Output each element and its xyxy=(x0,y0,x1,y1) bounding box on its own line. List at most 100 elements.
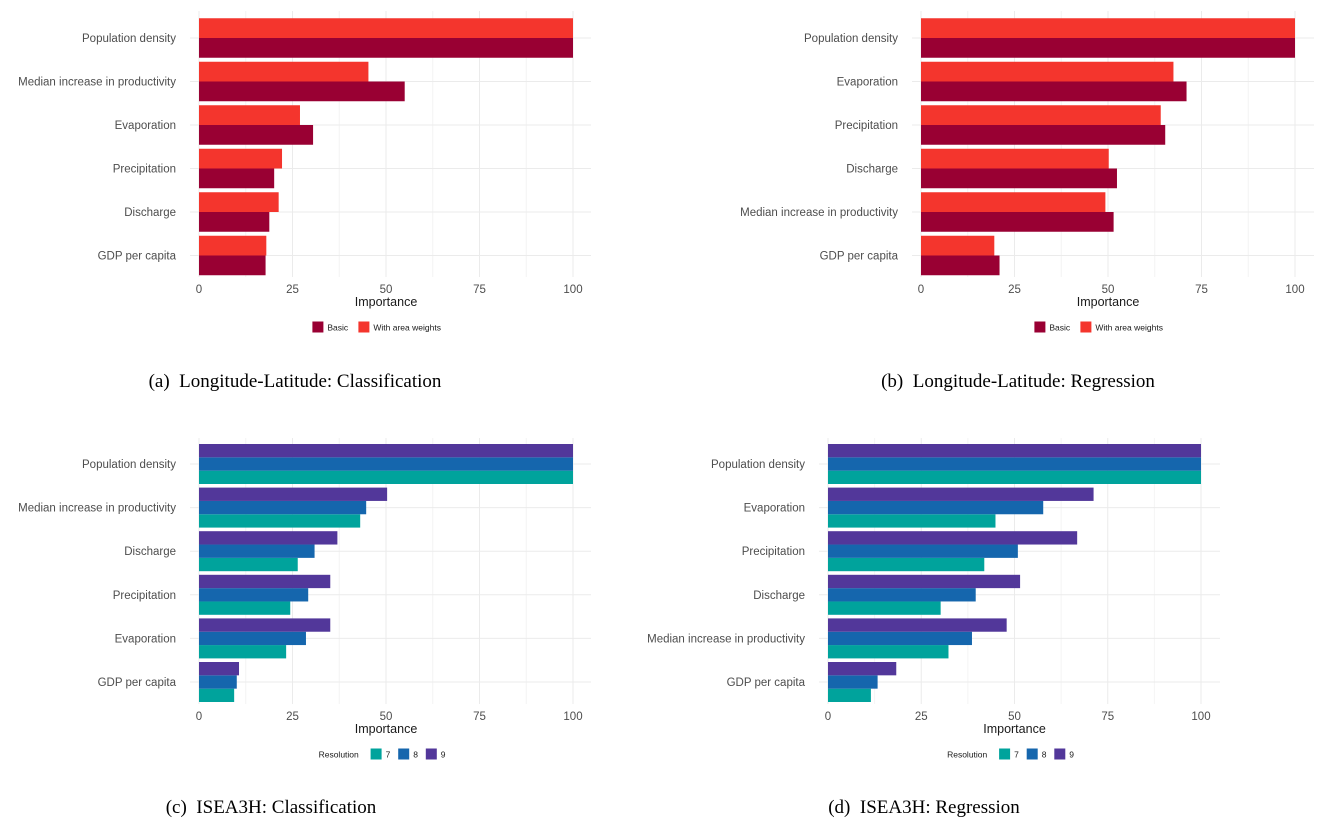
x-tick-label: 75 xyxy=(473,711,486,723)
legend-swatch-8 xyxy=(398,748,410,760)
legend-swatch-with-area-weights xyxy=(358,321,370,333)
panel-caption: (a) Longitude-Latitude: Classification xyxy=(149,371,442,392)
bar-median-increase-in-productivity-basic xyxy=(199,81,405,102)
category-label: Discharge xyxy=(753,590,805,602)
x-tick-label: 25 xyxy=(1008,284,1021,296)
category-label: GDP per capita xyxy=(98,677,177,689)
category-label: Evaporation xyxy=(115,120,176,132)
bar-gdp-per-capita-7 xyxy=(199,688,235,702)
x-axis-title: Importance xyxy=(355,722,418,736)
x-tick-label: 75 xyxy=(1195,284,1208,296)
x-tick-label: 0 xyxy=(196,284,202,296)
bar-median-increase-in-productivity-8 xyxy=(828,631,972,646)
legend-swatch-7 xyxy=(370,748,382,760)
legend-title: Resolution xyxy=(947,750,987,760)
bar-population-density-8 xyxy=(199,457,573,471)
panel-a-longlat-classification: Population density Median increase in pro… xyxy=(18,11,591,392)
bar-evaporation-9 xyxy=(828,487,1094,501)
category-label: Precipitation xyxy=(835,120,898,132)
bar-gdp-per-capita-with-area-weights xyxy=(199,235,267,256)
bar-evaporation-with-area-weights xyxy=(921,61,1174,82)
bar-evaporation-7 xyxy=(828,514,996,528)
bar-median-increase-in-productivity-9 xyxy=(828,618,1007,632)
legend: Resolution 7 8 9 xyxy=(947,748,1074,760)
panel-caption: (d) ISEA3H: Regression xyxy=(828,797,1020,818)
bar-gdp-per-capita-8 xyxy=(199,675,237,689)
legend-title: Resolution xyxy=(319,750,359,760)
legend: Resolution 7 8 9 xyxy=(319,748,446,760)
category-label: Discharge xyxy=(846,164,898,176)
bar-median-increase-in-productivity-with-area-weights xyxy=(199,61,369,82)
legend-label-7: 7 xyxy=(386,750,391,760)
legend-label-9: 9 xyxy=(1069,750,1074,760)
category-label: GDP per capita xyxy=(98,251,177,263)
bar-evaporation-9 xyxy=(199,618,331,632)
bar-median-increase-in-productivity-8 xyxy=(199,500,367,515)
bar-precipitation-8 xyxy=(199,588,309,602)
category-label: Discharge xyxy=(124,546,176,558)
category-label: Precipitation xyxy=(742,546,805,558)
category-label: Median increase in productivity xyxy=(647,633,805,645)
x-axis-title: Importance xyxy=(1077,295,1140,309)
x-tick-label: 50 xyxy=(380,284,393,296)
legend-label-8: 8 xyxy=(1042,750,1047,760)
category-label: GDP per capita xyxy=(820,251,899,263)
bar-precipitation-basic xyxy=(199,168,275,189)
bar-population-density-9 xyxy=(199,444,573,458)
category-label: GDP per capita xyxy=(727,677,806,689)
bar-discharge-8 xyxy=(828,588,976,602)
legend-label-basic: Basic xyxy=(327,323,349,333)
bar-gdp-per-capita-with-area-weights xyxy=(921,235,995,256)
bar-gdp-per-capita-9 xyxy=(828,662,897,676)
bar-gdp-per-capita-basic xyxy=(921,255,1000,276)
bar-discharge-7 xyxy=(828,601,941,615)
bar-population-density-7 xyxy=(199,470,573,484)
category-label: Precipitation xyxy=(113,590,176,602)
x-tick-label: 75 xyxy=(1101,711,1114,723)
bar-population-density-7 xyxy=(828,470,1201,484)
x-tick-label: 25 xyxy=(286,284,299,296)
x-axis-title: Importance xyxy=(355,295,418,309)
bar-precipitation-basic xyxy=(921,125,1166,145)
x-tick-label: 25 xyxy=(915,711,928,723)
bar-evaporation-basic xyxy=(921,81,1187,102)
bar-evaporation-7 xyxy=(199,645,287,659)
bar-discharge-basic xyxy=(921,168,1117,189)
x-tick-label: 100 xyxy=(1191,711,1210,723)
category-label: Median increase in productivity xyxy=(18,503,176,515)
x-tick-label: 0 xyxy=(918,284,924,296)
legend-swatch-7 xyxy=(999,748,1011,760)
legend-swatch-with-area-weights xyxy=(1080,321,1092,333)
bar-precipitation-8 xyxy=(828,544,1018,558)
legend-swatch-basic xyxy=(312,321,324,333)
category-label: Population density xyxy=(82,33,176,45)
category-label: Population density xyxy=(711,459,805,471)
bar-precipitation-9 xyxy=(828,531,1078,545)
category-label: Evaporation xyxy=(837,77,898,89)
bar-precipitation-with-area-weights xyxy=(199,148,283,169)
legend-label-8: 8 xyxy=(413,750,418,760)
bar-discharge-basic xyxy=(199,212,270,232)
bar-median-increase-in-productivity-7 xyxy=(828,645,949,659)
bar-discharge-9 xyxy=(199,531,338,545)
bar-discharge-with-area-weights xyxy=(199,192,279,212)
x-tick-label: 0 xyxy=(825,711,831,723)
bar-gdp-per-capita-7 xyxy=(828,688,871,702)
bar-precipitation-7 xyxy=(828,557,985,572)
bar-population-density-9 xyxy=(828,444,1201,458)
legend-label-9: 9 xyxy=(441,750,446,760)
bar-population-density-with-area-weights xyxy=(199,18,573,38)
legend: Basic With area weights xyxy=(1034,321,1163,333)
bar-evaporation-8 xyxy=(199,631,306,646)
x-tick-label: 75 xyxy=(473,284,486,296)
category-label: Precipitation xyxy=(113,164,176,176)
category-label: Evaporation xyxy=(744,503,805,515)
bar-discharge-7 xyxy=(199,557,298,572)
bar-discharge-8 xyxy=(199,544,315,558)
x-tick-label: 100 xyxy=(1285,284,1304,296)
x-tick-label: 0 xyxy=(196,711,202,723)
category-label: Population density xyxy=(804,33,898,45)
legend-label-7: 7 xyxy=(1014,750,1019,760)
bar-median-increase-in-productivity-7 xyxy=(199,514,361,528)
